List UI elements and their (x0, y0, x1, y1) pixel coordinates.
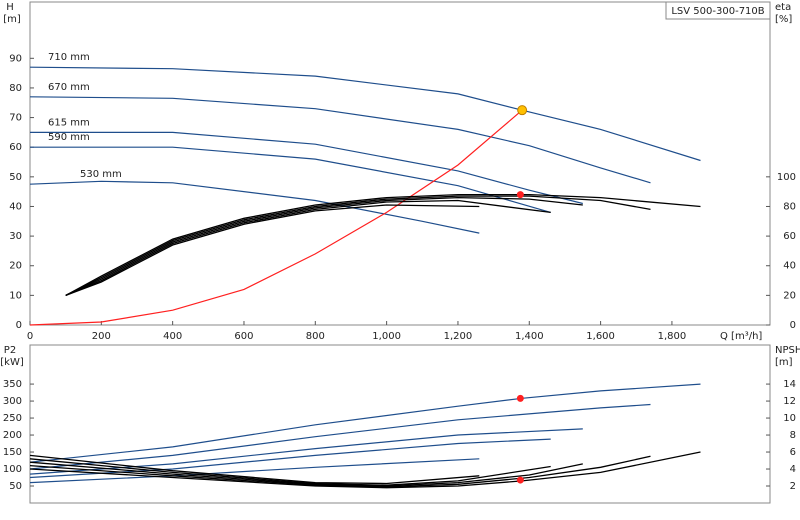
y-tick-label: 30 (9, 231, 22, 242)
curve (65, 193, 701, 296)
y2-tick-label: 6 (790, 447, 796, 458)
y2-axis-label: eta (775, 2, 791, 13)
y2-tick-label: 12 (783, 396, 796, 407)
y-tick-label: 350 (3, 379, 22, 390)
curve-label: 670 mm (48, 82, 90, 93)
y2-axis-label: NPSH (775, 345, 800, 356)
curve (29, 383, 701, 463)
operating-point (517, 105, 528, 116)
x-tick-label: 1,800 (658, 331, 687, 342)
y2-tick-label: 60 (783, 231, 796, 242)
curve (29, 451, 701, 489)
x-tick-label: 1,400 (515, 331, 544, 342)
curve (29, 454, 480, 485)
x-tick-label: 200 (92, 331, 111, 342)
y-axis-label: H (6, 2, 14, 13)
operating-point (516, 476, 524, 484)
y2-tick-label: 40 (783, 261, 796, 272)
y2-tick-label: 10 (783, 413, 796, 424)
y-tick-label: 0 (16, 320, 22, 331)
y2-axis-unit: [m] (775, 357, 793, 368)
y-tick-label: 200 (3, 430, 22, 441)
curve (29, 461, 583, 487)
y2-tick-label: 4 (790, 464, 796, 475)
y-tick-label: 40 (9, 201, 22, 212)
y-tick-label: 60 (9, 142, 22, 153)
y-tick-label: 70 (9, 113, 22, 124)
y-tick-label: 50 (9, 172, 22, 183)
x-tick-label: 400 (163, 331, 182, 342)
y-tick-label: 90 (9, 53, 22, 64)
y2-tick-label: 2 (790, 481, 796, 492)
y-tick-label: 300 (3, 396, 22, 407)
y2-tick-label: 100 (777, 172, 796, 183)
y-axis-unit: [kW] (0, 357, 24, 368)
y-tick-label: 150 (3, 447, 22, 458)
curve (65, 204, 480, 297)
curve (29, 180, 480, 234)
x-tick-label: 1,200 (444, 331, 473, 342)
y2-tick-label: 14 (783, 379, 796, 390)
operating-point (516, 191, 524, 199)
y-axis-unit: [m] (3, 14, 21, 25)
curve (65, 196, 583, 296)
plot-frame (29, 1, 771, 326)
y-tick-label: 100 (3, 464, 22, 475)
curve (29, 66, 701, 162)
curve (29, 403, 651, 470)
y2-tick-label: 0 (790, 320, 796, 331)
curve (29, 458, 480, 484)
y-axis-label: P2 (4, 345, 16, 356)
curve-label: 590 mm (48, 132, 90, 143)
y2-tick-label: 8 (790, 430, 796, 441)
curve-label: 530 mm (80, 169, 122, 180)
y2-tick-label: 20 (783, 290, 796, 301)
chart-title: LSV 500-300-710B (671, 6, 764, 17)
curve (65, 199, 551, 297)
y-tick-label: 20 (9, 261, 22, 272)
curve-label: 710 mm (48, 52, 90, 63)
plot-frame (29, 344, 771, 504)
x-tick-label: 1,600 (586, 331, 615, 342)
curve (29, 96, 651, 184)
x-tick-label: 800 (306, 331, 325, 342)
y2-tick-label: 80 (783, 201, 796, 212)
curve (65, 195, 651, 296)
curve (30, 131, 583, 205)
curve (29, 455, 651, 488)
operating-point (516, 394, 524, 402)
curve-label: 615 mm (48, 117, 90, 128)
y-tick-label: 250 (3, 413, 22, 424)
curve (29, 109, 523, 326)
x-tick-label: 1,000 (372, 331, 401, 342)
title-box (665, 1, 771, 20)
x-tick-label: 0 (27, 331, 33, 342)
y2-axis-unit: [%] (775, 14, 792, 25)
y-tick-label: 50 (9, 481, 22, 492)
curve (29, 458, 551, 486)
x-tick-label: 600 (234, 331, 253, 342)
x-axis-label: Q [m³/h] (720, 331, 762, 342)
y-tick-label: 10 (9, 290, 22, 301)
y-tick-label: 80 (9, 83, 22, 94)
